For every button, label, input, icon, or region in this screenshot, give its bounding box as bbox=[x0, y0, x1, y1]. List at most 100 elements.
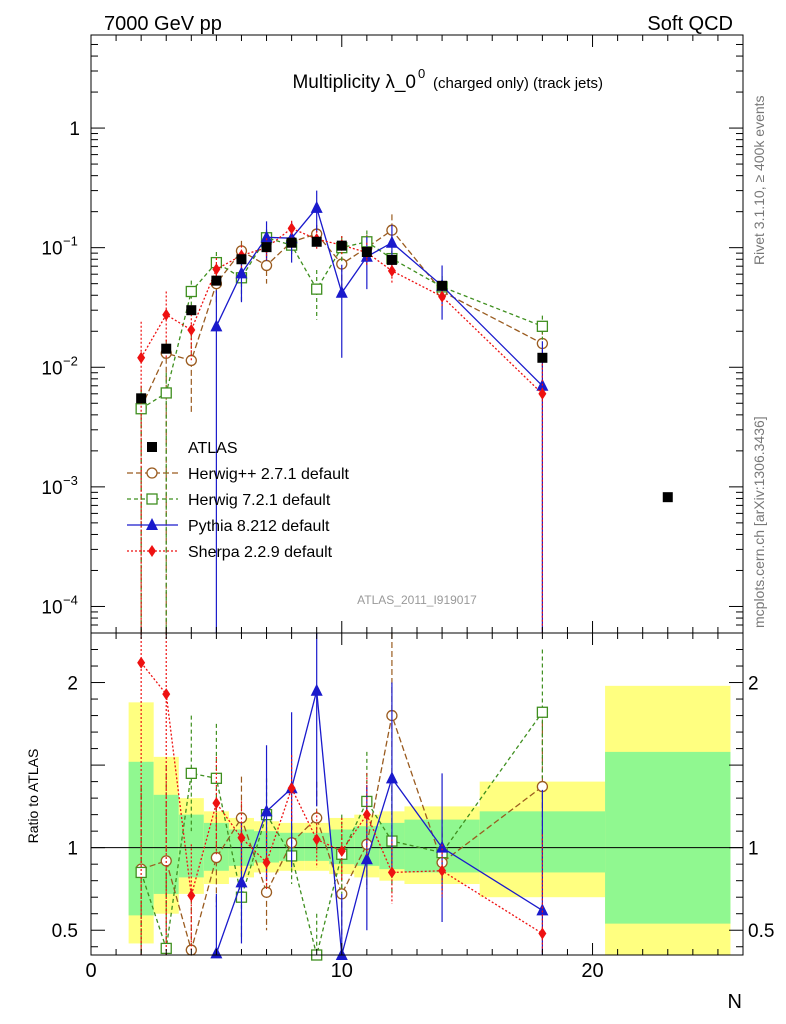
legend-marker bbox=[146, 518, 158, 530]
ratio-data-point bbox=[538, 927, 547, 940]
x-tick-label: 0 bbox=[85, 960, 96, 982]
main-data-point bbox=[137, 351, 146, 364]
plot-title-superscript: 0 bbox=[418, 66, 425, 81]
ratio-data-point bbox=[137, 656, 146, 669]
main-data-point bbox=[536, 320, 549, 332]
legend-label: ATLAS bbox=[188, 440, 238, 457]
main-data-point bbox=[160, 387, 172, 399]
atlas-data-point bbox=[186, 305, 197, 316]
rivet-version-label: Rivet 3.1.10, ≥ 400k events bbox=[751, 95, 767, 265]
ratio-band-green bbox=[605, 751, 731, 924]
legend-marker bbox=[148, 545, 156, 557]
atlas-data-point bbox=[336, 240, 347, 251]
atlas-data-point bbox=[136, 393, 147, 404]
main-data-point bbox=[335, 285, 348, 298]
main-data-point bbox=[387, 264, 396, 277]
legend-label: Herwig 7.2.1 default bbox=[188, 492, 331, 509]
y-tick-exponent: −4 bbox=[63, 592, 78, 607]
atlas-data-point bbox=[537, 352, 548, 363]
legend-marker bbox=[146, 493, 158, 505]
atlas-data-point bbox=[161, 343, 172, 354]
ratio-data-point bbox=[536, 903, 549, 916]
ratio-tick-label: 2 bbox=[67, 674, 78, 695]
ratio-data-point bbox=[260, 804, 273, 817]
ratio-y-axis-label: Ratio to ATLAS bbox=[25, 749, 41, 844]
plot-title-main: Multiplicity λ_0 bbox=[292, 72, 416, 93]
main-data-point bbox=[185, 354, 197, 367]
main-data-point bbox=[260, 259, 273, 272]
series-layer bbox=[135, 190, 673, 961]
x-axis-label: N bbox=[728, 991, 742, 1013]
y-tick-label: 10 bbox=[41, 358, 62, 379]
ratio-tick-label: 1 bbox=[67, 839, 78, 860]
ratio-data-point bbox=[536, 706, 549, 718]
ratio-data-point bbox=[311, 812, 323, 824]
legend-label: Herwig++ 2.7.1 default bbox=[188, 466, 350, 483]
main-data-point bbox=[162, 308, 171, 321]
atlas-data-point bbox=[261, 242, 272, 253]
ratio-data-point bbox=[337, 844, 346, 857]
ratio-data-point bbox=[135, 866, 147, 879]
atlas-data-point bbox=[236, 254, 247, 265]
ratio-data-point bbox=[436, 840, 449, 853]
atlas-data-point bbox=[286, 237, 297, 248]
atlas-data-point bbox=[386, 254, 397, 265]
ratio-data-point bbox=[185, 767, 197, 780]
ratio-tick-label-right: 2 bbox=[748, 674, 759, 695]
x-tick-label: 10 bbox=[331, 960, 353, 982]
y-tick-exponent: −2 bbox=[63, 353, 78, 368]
ratio-data-point bbox=[262, 856, 271, 869]
main-data-point bbox=[385, 235, 398, 248]
atlas-data-point bbox=[211, 275, 222, 286]
main-data-point bbox=[311, 283, 323, 295]
ratio-tick-label-right: 0.5 bbox=[748, 921, 774, 942]
y-tick-label: 10 bbox=[41, 597, 62, 618]
atlas-data-point bbox=[361, 246, 372, 257]
ratio-data-point bbox=[360, 852, 373, 865]
main-data-point bbox=[287, 222, 296, 235]
main-data-point bbox=[310, 200, 323, 213]
ratio-data-point bbox=[312, 833, 321, 846]
ratio-series-line bbox=[215, 690, 543, 956]
legend-marker bbox=[146, 467, 158, 479]
atlas-data-point bbox=[311, 236, 322, 247]
main-data-point bbox=[187, 323, 196, 336]
main-data-point bbox=[538, 387, 547, 400]
main-data-point bbox=[210, 319, 223, 332]
ratio-data-point bbox=[385, 771, 398, 784]
atlas-data-point bbox=[662, 492, 673, 503]
main-data-point bbox=[212, 263, 221, 276]
ratio-data-point bbox=[438, 864, 447, 877]
legend-label: Pythia 8.212 default bbox=[188, 518, 330, 535]
main-data-point bbox=[135, 403, 147, 415]
main-data-point bbox=[235, 266, 248, 279]
main-data-point bbox=[185, 285, 197, 298]
main-data-point bbox=[438, 290, 447, 303]
main-data-point bbox=[260, 230, 273, 243]
series-diamond bbox=[137, 220, 547, 955]
atlas-data-point bbox=[437, 280, 448, 291]
legend-label: Sherpa 2.2.9 default bbox=[188, 544, 333, 561]
ratio-data-point bbox=[187, 889, 196, 902]
ratio-tick-label: 0.5 bbox=[52, 921, 78, 942]
ratio-data-point bbox=[237, 831, 246, 844]
ratio-data-point bbox=[387, 866, 396, 879]
header-category-label: Soft QCD bbox=[647, 13, 733, 35]
plot-title-subtitle: (charged only) (track jets) bbox=[433, 75, 603, 92]
ratio-tick-label-right: 1 bbox=[748, 839, 759, 860]
y-tick-label: 10 bbox=[41, 239, 62, 260]
mcplots-source-label: mcplots.cern.ch [arXiv:1306.3436] bbox=[751, 416, 767, 628]
y-tick-exponent: −3 bbox=[63, 473, 78, 488]
series-atlas-data bbox=[136, 236, 673, 503]
analysis-id-label: ATLAS_2011_I919017 bbox=[357, 593, 477, 607]
y-tick-label: 10 bbox=[41, 478, 62, 499]
ratio-data-point bbox=[235, 875, 248, 888]
header-energy-label: 7000 GeV pp bbox=[104, 13, 222, 35]
ratio-data-point bbox=[162, 688, 171, 701]
y-tick-label: 1 bbox=[69, 119, 80, 140]
ratio-data-point bbox=[210, 851, 223, 864]
ratio-data-point bbox=[287, 782, 296, 795]
legend-marker bbox=[147, 442, 157, 452]
